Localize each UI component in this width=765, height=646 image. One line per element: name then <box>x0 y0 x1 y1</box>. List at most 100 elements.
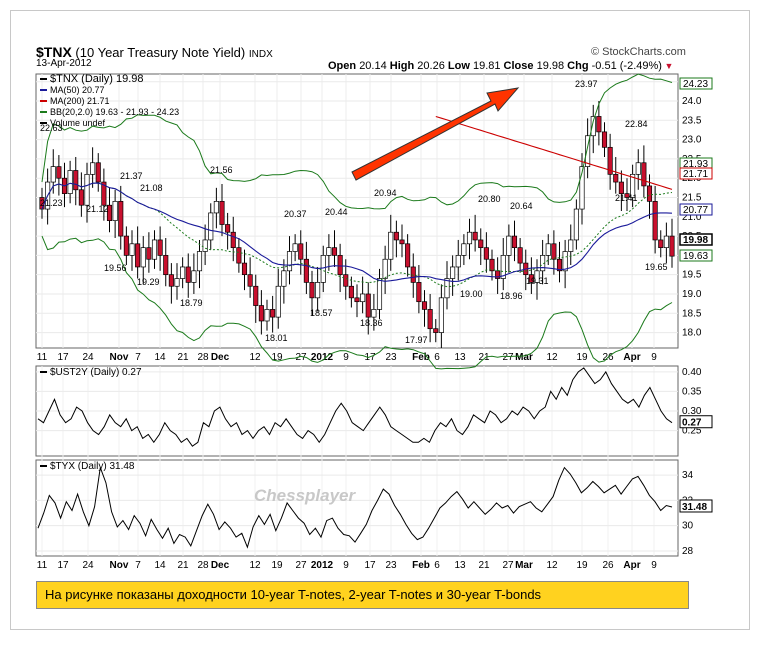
chart-frame <box>10 10 750 630</box>
legend-ma200: MA(200) 21.71 <box>50 96 110 106</box>
candle-body <box>67 170 73 194</box>
right-badge-box <box>679 233 713 246</box>
candle-body <box>393 231 399 241</box>
trend-arrow-icon <box>351 87 520 181</box>
candle-body <box>579 166 585 210</box>
candle-body <box>264 309 270 322</box>
symbol: $TNX <box>36 44 72 60</box>
candle-body <box>635 162 641 175</box>
candle-body <box>517 247 523 264</box>
candle-body <box>590 116 596 137</box>
x-tick-label-bottom: 21 <box>478 560 490 571</box>
x-tick-label-top: 11 <box>37 352 48 363</box>
candle-body <box>371 309 377 318</box>
x-tick-label-bottom: 11 <box>37 560 48 571</box>
right-badge-box <box>679 77 713 90</box>
watermark: Chessplayer <box>254 486 356 505</box>
x-tick-label-bottom: 14 <box>154 560 166 571</box>
candle-body <box>157 239 163 256</box>
high-label: High <box>389 60 415 72</box>
candle-body <box>641 162 647 187</box>
candle-body <box>427 309 433 330</box>
price-label: 17.97 <box>405 335 428 345</box>
y-tick-label: 28 <box>682 546 694 557</box>
x-tick-label-top: 2012 <box>311 352 334 363</box>
candle-body <box>348 285 354 299</box>
right-badge-label: 20.77 <box>683 205 708 216</box>
brand-label: © StockCharts.com <box>591 46 686 58</box>
y-tick-label: 23.0 <box>682 135 702 146</box>
x-tick-label-top: 6 <box>434 352 440 363</box>
candle-body <box>140 247 146 268</box>
x-tick-label-bottom: 19 <box>576 560 588 571</box>
x-tick-label-bottom: 19 <box>271 560 283 571</box>
price-label: 20.37 <box>284 209 307 219</box>
legend-volume: Volume undef <box>50 118 106 128</box>
x-tick-label-top: 12 <box>546 352 558 363</box>
right-badge-box <box>679 499 713 513</box>
candle-body <box>556 258 563 272</box>
candle-body <box>438 297 444 333</box>
candle-body <box>73 170 79 191</box>
x-tick-label-top: 13 <box>454 352 466 363</box>
ust2y-line <box>37 367 673 447</box>
candle-body <box>534 270 540 283</box>
trend-arrow-shape <box>351 87 520 181</box>
x-tick-label-bottom: 17 <box>364 560 376 571</box>
candle-body <box>489 258 495 272</box>
candle-body <box>146 247 152 260</box>
candle-body <box>292 243 298 252</box>
x-tick-label-bottom: 12 <box>546 560 558 571</box>
candle-body <box>607 146 613 175</box>
x-tick-label-bottom: 27 <box>295 560 307 571</box>
open-label: Open <box>328 60 357 72</box>
candle-body <box>658 239 664 249</box>
price-label: 18.57 <box>310 308 333 318</box>
down-triangle-icon: ▼ <box>661 61 674 71</box>
candle-body <box>551 243 557 260</box>
candle-body <box>416 282 422 303</box>
candle-body <box>365 293 371 318</box>
candle-body <box>247 274 253 287</box>
price-label: 21.56 <box>210 165 233 175</box>
x-tick-label-top: Feb <box>412 352 430 363</box>
candle-body <box>202 239 208 252</box>
price-label: 20.94 <box>374 188 397 198</box>
y-tick-label: 0.30 <box>682 406 702 417</box>
candle-body <box>123 235 129 256</box>
ma50-line <box>41 182 673 282</box>
x-tick-label-top: 17 <box>57 352 69 363</box>
right-badge-label: 19.63 <box>683 251 708 262</box>
legend-ust2y: $UST2Y (Daily) 0.27 <box>50 367 142 378</box>
candle-body <box>461 243 467 256</box>
x-tick-label-top: Dec <box>211 352 230 363</box>
y-tick-label: 18.5 <box>682 308 702 319</box>
right-badge-label: 19.98 <box>683 235 708 246</box>
candle-body <box>180 266 186 279</box>
bb-lower-line <box>41 235 673 370</box>
candle-body <box>129 243 135 256</box>
x-tick-label-bottom: Dec <box>211 560 230 571</box>
low-value: 19.81 <box>472 60 501 72</box>
candle-body <box>191 270 197 283</box>
candle-body <box>585 135 591 167</box>
y-tick-label: 30 <box>682 521 694 532</box>
close-label: Close <box>503 60 534 72</box>
candle-body <box>331 247 338 256</box>
price-label: 19.65 <box>645 262 668 272</box>
candle-body <box>315 282 321 299</box>
symbol-name: (10 Year Treasury Note Yield) <box>75 45 246 60</box>
x-tick-label-top: 24 <box>82 352 94 363</box>
candle-body <box>101 181 107 206</box>
price-label: 23.97 <box>575 79 598 89</box>
ohlc-readout: Open 20.14 High 20.26 Low 19.81 Close 19… <box>328 60 673 72</box>
candle-body <box>56 166 62 179</box>
candle-body <box>241 262 248 276</box>
y-tick-label: 19.0 <box>682 289 702 300</box>
price-label: 19.56 <box>104 263 127 273</box>
candle-body <box>303 258 309 283</box>
price-label: 20.44 <box>325 207 348 217</box>
x-tick-label-bottom: 27 <box>502 560 514 571</box>
candle-body <box>135 243 141 268</box>
candle-body <box>568 239 574 252</box>
